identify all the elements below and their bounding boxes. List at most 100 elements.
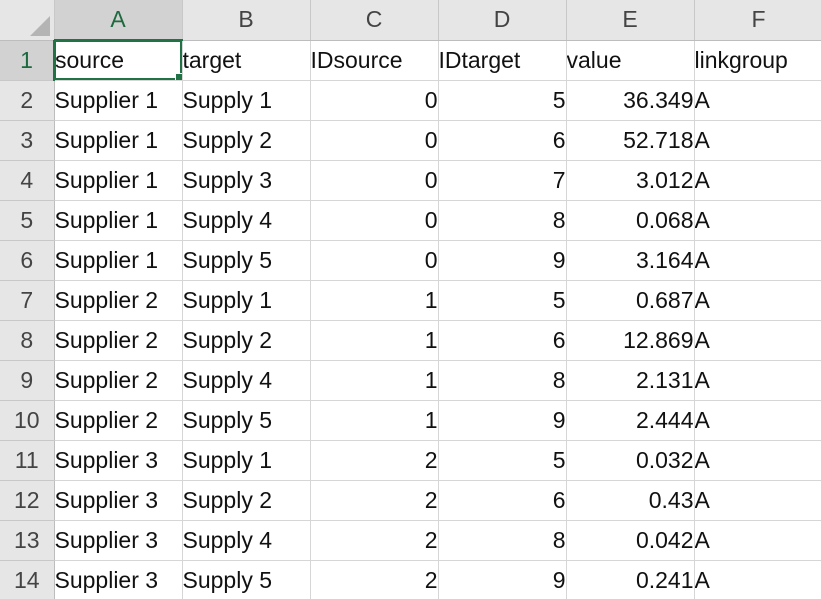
cell-b1[interactable]: target (182, 40, 311, 81)
cell-d3[interactable]: 6 (438, 120, 567, 161)
cell-d8[interactable]: 6 (438, 320, 567, 361)
cell-e2[interactable]: 36.349 (566, 80, 695, 121)
row-header-11[interactable]: 11 (0, 440, 55, 481)
cell-f12[interactable]: A (694, 480, 821, 521)
cell-a1[interactable]: source (54, 40, 183, 81)
column-header-b[interactable]: B (182, 0, 311, 41)
select-all-corner[interactable] (0, 0, 55, 41)
cell-d12[interactable]: 6 (438, 480, 567, 521)
cell-b8[interactable]: Supply 2 (182, 320, 311, 361)
row-header-4[interactable]: 4 (0, 160, 55, 201)
cell-e10[interactable]: 2.444 (566, 400, 695, 441)
cell-d10[interactable]: 9 (438, 400, 567, 441)
cell-e9[interactable]: 2.131 (566, 360, 695, 401)
cell-a14[interactable]: Supplier 3 (54, 560, 183, 599)
cell-a11[interactable]: Supplier 3 (54, 440, 183, 481)
cell-d4[interactable]: 7 (438, 160, 567, 201)
row-header-5[interactable]: 5 (0, 200, 55, 241)
column-header-a[interactable]: A (54, 0, 183, 41)
row-header-14[interactable]: 14 (0, 560, 55, 599)
cell-f11[interactable]: A (694, 440, 821, 481)
row-header-1[interactable]: 1 (0, 40, 55, 81)
cell-f5[interactable]: A (694, 200, 821, 241)
cell-d2[interactable]: 5 (438, 80, 567, 121)
cell-e13[interactable]: 0.042 (566, 520, 695, 561)
cell-b11[interactable]: Supply 1 (182, 440, 311, 481)
cell-a12[interactable]: Supplier 3 (54, 480, 183, 521)
row-header-9[interactable]: 9 (0, 360, 55, 401)
cell-b13[interactable]: Supply 4 (182, 520, 311, 561)
cell-d13[interactable]: 8 (438, 520, 567, 561)
cell-e14[interactable]: 0.241 (566, 560, 695, 599)
row-header-6[interactable]: 6 (0, 240, 55, 281)
cell-b3[interactable]: Supply 2 (182, 120, 311, 161)
cell-e6[interactable]: 3.164 (566, 240, 695, 281)
cell-c2[interactable]: 0 (310, 80, 439, 121)
cell-c9[interactable]: 1 (310, 360, 439, 401)
cell-a7[interactable]: Supplier 2 (54, 280, 183, 321)
cell-e7[interactable]: 0.687 (566, 280, 695, 321)
cell-c5[interactable]: 0 (310, 200, 439, 241)
cell-c8[interactable]: 1 (310, 320, 439, 361)
cell-a10[interactable]: Supplier 2 (54, 400, 183, 441)
cell-e11[interactable]: 0.032 (566, 440, 695, 481)
cell-d11[interactable]: 5 (438, 440, 567, 481)
cell-c3[interactable]: 0 (310, 120, 439, 161)
cell-a4[interactable]: Supplier 1 (54, 160, 183, 201)
cell-f14[interactable]: A (694, 560, 821, 599)
cell-d6[interactable]: 9 (438, 240, 567, 281)
cell-b10[interactable]: Supply 5 (182, 400, 311, 441)
cell-a9[interactable]: Supplier 2 (54, 360, 183, 401)
cell-c1[interactable]: IDsource (310, 40, 439, 81)
cell-b5[interactable]: Supply 4 (182, 200, 311, 241)
column-header-d[interactable]: D (438, 0, 567, 41)
cell-f8[interactable]: A (694, 320, 821, 361)
cell-d5[interactable]: 8 (438, 200, 567, 241)
cell-b4[interactable]: Supply 3 (182, 160, 311, 201)
cell-a2[interactable]: Supplier 1 (54, 80, 183, 121)
cell-b2[interactable]: Supply 1 (182, 80, 311, 121)
cell-f2[interactable]: A (694, 80, 821, 121)
cell-c10[interactable]: 1 (310, 400, 439, 441)
cell-b14[interactable]: Supply 5 (182, 560, 311, 599)
cell-a6[interactable]: Supplier 1 (54, 240, 183, 281)
cell-f6[interactable]: A (694, 240, 821, 281)
cell-a8[interactable]: Supplier 2 (54, 320, 183, 361)
cell-c6[interactable]: 0 (310, 240, 439, 281)
cell-b12[interactable]: Supply 2 (182, 480, 311, 521)
cell-d14[interactable]: 9 (438, 560, 567, 599)
cell-e5[interactable]: 0.068 (566, 200, 695, 241)
column-header-e[interactable]: E (566, 0, 695, 41)
cell-c4[interactable]: 0 (310, 160, 439, 201)
row-header-10[interactable]: 10 (0, 400, 55, 441)
cell-b7[interactable]: Supply 1 (182, 280, 311, 321)
cell-c13[interactable]: 2 (310, 520, 439, 561)
row-header-2[interactable]: 2 (0, 80, 55, 121)
cell-c14[interactable]: 2 (310, 560, 439, 599)
row-header-7[interactable]: 7 (0, 280, 55, 321)
cell-f1[interactable]: linkgroup (694, 40, 821, 81)
row-header-13[interactable]: 13 (0, 520, 55, 561)
cell-f4[interactable]: A (694, 160, 821, 201)
row-header-12[interactable]: 12 (0, 480, 55, 521)
cell-e8[interactable]: 12.869 (566, 320, 695, 361)
cell-d7[interactable]: 5 (438, 280, 567, 321)
cell-f9[interactable]: A (694, 360, 821, 401)
cell-b9[interactable]: Supply 4 (182, 360, 311, 401)
cell-c7[interactable]: 1 (310, 280, 439, 321)
cell-f13[interactable]: A (694, 520, 821, 561)
cell-e3[interactable]: 52.718 (566, 120, 695, 161)
cell-f10[interactable]: A (694, 400, 821, 441)
cell-f3[interactable]: A (694, 120, 821, 161)
cell-f7[interactable]: A (694, 280, 821, 321)
row-header-8[interactable]: 8 (0, 320, 55, 361)
cell-c12[interactable]: 2 (310, 480, 439, 521)
cell-a3[interactable]: Supplier 1 (54, 120, 183, 161)
fill-handle[interactable] (174, 72, 181, 79)
cell-e1[interactable]: value (566, 40, 695, 81)
cell-c11[interactable]: 2 (310, 440, 439, 481)
column-header-c[interactable]: C (310, 0, 439, 41)
cell-a5[interactable]: Supplier 1 (54, 200, 183, 241)
cell-e4[interactable]: 3.012 (566, 160, 695, 201)
cell-a13[interactable]: Supplier 3 (54, 520, 183, 561)
